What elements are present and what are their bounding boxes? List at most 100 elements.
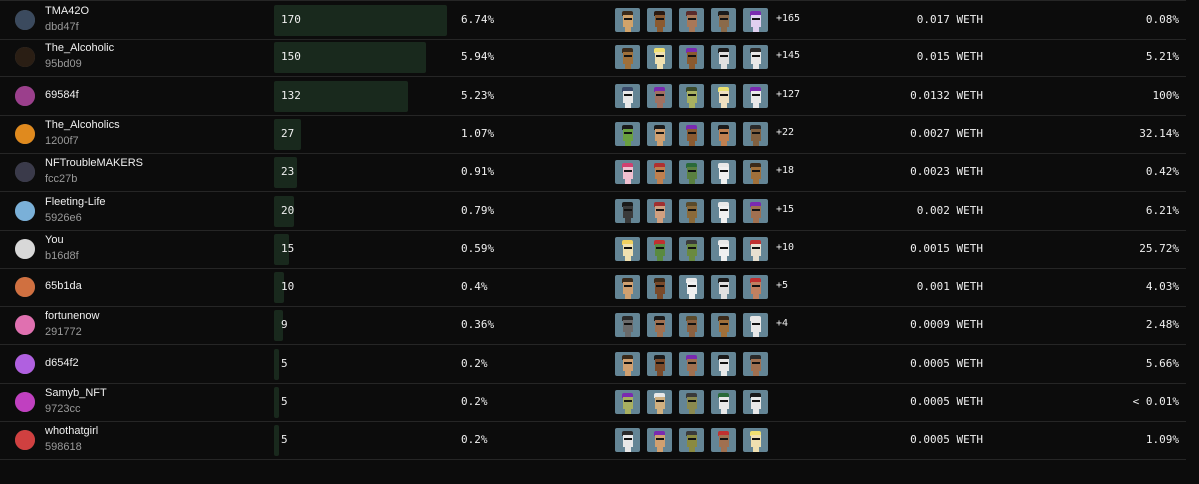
item-thumbnail[interactable] xyxy=(711,236,736,261)
holder-address[interactable]: d654f2 xyxy=(45,356,79,369)
item-thumbnail[interactable] xyxy=(679,390,704,414)
item-thumbnail[interactable] xyxy=(615,8,640,32)
item-thumbnail[interactable] xyxy=(647,45,672,70)
table-row[interactable]: d654f2 5 0.2% 0.0005 WETH 5.66% xyxy=(0,345,1186,384)
item-thumbnail[interactable] xyxy=(615,121,640,146)
item-thumbnail[interactable] xyxy=(679,160,704,185)
item-thumbnail[interactable] xyxy=(679,236,704,261)
item-thumbnail[interactable] xyxy=(743,45,768,70)
item-thumbnail[interactable] xyxy=(615,313,640,338)
holding-bar xyxy=(274,118,301,150)
item-thumbnail[interactable] xyxy=(647,428,672,453)
item-thumbnail[interactable] xyxy=(679,198,704,223)
more-count[interactable]: +5 xyxy=(776,280,789,292)
more-count[interactable]: +18 xyxy=(776,165,795,177)
table-row[interactable]: You b16d8f 15 0.59% +10 0.0015 WETH 25.72% xyxy=(0,230,1186,269)
holder-name[interactable]: Samyb_NFT xyxy=(45,387,107,399)
table-row[interactable]: 65b1da 10 0.4% +5 0.001 WETH 4.03% xyxy=(0,268,1186,308)
more-count[interactable]: +145 xyxy=(776,50,801,62)
item-thumbnail[interactable] xyxy=(743,275,768,300)
item-thumbnail[interactable] xyxy=(679,428,704,453)
item-thumbnail[interactable] xyxy=(711,351,736,376)
table-row[interactable]: TMA42O dbd47f 170 6.74% +165 0.017 WETH 0.08% xyxy=(0,0,1186,40)
item-thumbnail[interactable] xyxy=(615,275,640,300)
holder-address[interactable]: 65b1da xyxy=(45,280,82,293)
item-thumbnail[interactable] xyxy=(679,275,704,300)
holder-name[interactable]: NFTroubleMAKERS xyxy=(45,157,144,170)
item-thumbnail[interactable] xyxy=(743,198,768,223)
item-thumbnail[interactable] xyxy=(647,390,672,414)
item-thumbnail[interactable] xyxy=(679,83,704,108)
item-thumbnail[interactable] xyxy=(743,351,768,376)
item-thumbnail[interactable] xyxy=(743,390,768,414)
item-thumbnail[interactable] xyxy=(711,160,736,185)
item-thumbnail[interactable] xyxy=(647,236,672,261)
table-row[interactable]: The_Alcoholic 95bd09 150 5.94% +145 0.015 WET… xyxy=(0,38,1186,78)
item-thumbnail[interactable] xyxy=(647,160,672,185)
item-thumbnail[interactable] xyxy=(743,160,768,185)
item-thumbnail[interactable] xyxy=(647,8,672,32)
table-row[interactable]: The_Alcoholics 1200f7 27 1.07% +22 0.0027 WET… xyxy=(0,115,1186,154)
more-count[interactable]: +15 xyxy=(776,203,795,215)
item-thumbnail[interactable] xyxy=(615,236,640,261)
item-thumbnail[interactable] xyxy=(711,313,736,338)
table-row[interactable]: Fleeting-Life 5926e6 20 0.79% +15 0.002 WETH 6… xyxy=(0,192,1186,231)
item-thumbnail[interactable] xyxy=(647,313,672,338)
item-thumbnail[interactable] xyxy=(711,390,736,414)
item-thumbnail[interactable] xyxy=(647,83,672,108)
more-count[interactable]: +10 xyxy=(776,241,795,253)
listed-percent: < 0.01% xyxy=(1132,395,1179,408)
item-count: 5 xyxy=(281,433,288,447)
item-thumbnail[interactable] xyxy=(615,45,640,70)
item-thumbnail[interactable] xyxy=(711,428,736,453)
table-row[interactable]: whothatgirl 598618 5 0.2% 0.0005 WETH 1.09% xyxy=(0,421,1186,461)
holder-name[interactable]: TMA42O xyxy=(45,5,90,17)
holder-name[interactable]: The_Alcoholics xyxy=(45,118,120,131)
more-count[interactable]: +165 xyxy=(776,13,801,24)
item-thumbnail[interactable] xyxy=(679,8,704,32)
table-row[interactable]: Samyb_NFT 9723cc 5 0.2% 0.0005 WETH < 0.01% xyxy=(0,383,1186,422)
item-thumbnail[interactable] xyxy=(647,121,672,146)
more-count[interactable]: +4 xyxy=(776,318,789,330)
share-percent: 5.23% xyxy=(461,88,495,102)
item-thumbnail[interactable] xyxy=(711,8,736,32)
item-thumbnail[interactable] xyxy=(743,83,768,108)
item-thumbnail[interactable] xyxy=(615,390,640,414)
item-thumbnail[interactable] xyxy=(711,45,736,70)
item-thumbnail[interactable] xyxy=(615,198,640,223)
item-thumbnail[interactable] xyxy=(711,121,736,146)
item-thumbnail[interactable] xyxy=(743,428,768,453)
item-thumbnail[interactable] xyxy=(679,351,704,376)
item-thumbnail[interactable] xyxy=(711,198,736,223)
item-thumbnail[interactable] xyxy=(743,8,768,32)
item-thumbnail[interactable] xyxy=(615,160,640,185)
holder-name[interactable]: You xyxy=(45,233,64,246)
item-thumbnail[interactable] xyxy=(647,351,672,376)
item-thumbnail[interactable] xyxy=(743,121,768,146)
item-thumbnail[interactable] xyxy=(743,313,768,338)
item-thumbnail[interactable] xyxy=(615,351,640,376)
holder-name[interactable]: Fleeting-Life xyxy=(45,195,106,208)
item-thumbnail[interactable] xyxy=(647,198,672,223)
item-thumbnail[interactable] xyxy=(743,236,768,261)
item-thumbnail[interactable] xyxy=(679,121,704,146)
item-thumbnail[interactable] xyxy=(615,428,640,453)
item-thumbnail[interactable] xyxy=(679,313,704,338)
holder-address[interactable]: 69584f xyxy=(45,88,79,101)
item-thumbnail[interactable] xyxy=(711,83,736,108)
more-count[interactable]: +22 xyxy=(776,126,795,138)
holder-name[interactable]: The_Alcoholic xyxy=(45,42,115,55)
item-count: 5 xyxy=(281,356,288,370)
listed-percent: 100% xyxy=(1152,88,1180,102)
holder-name[interactable]: fortunenow xyxy=(45,310,100,323)
table-row[interactable]: NFTroubleMAKERS fcc27b 23 0.91% +18 0.0023 WE… xyxy=(0,153,1186,193)
holder-name[interactable]: whothatgirl xyxy=(45,425,99,438)
item-thumbnail[interactable] xyxy=(679,45,704,70)
more-count[interactable]: +127 xyxy=(776,88,801,100)
table-row[interactable]: fortunenow 291772 9 0.36% +4 0.0009 WETH 2.48% xyxy=(0,306,1186,346)
table-row[interactable]: 69584f 132 5.23% +127 0.0132 WETH 100% xyxy=(0,77,1186,116)
holding-bar xyxy=(274,310,283,342)
item-thumbnail[interactable] xyxy=(647,275,672,300)
item-thumbnail[interactable] xyxy=(615,83,640,108)
item-thumbnail[interactable] xyxy=(711,275,736,300)
